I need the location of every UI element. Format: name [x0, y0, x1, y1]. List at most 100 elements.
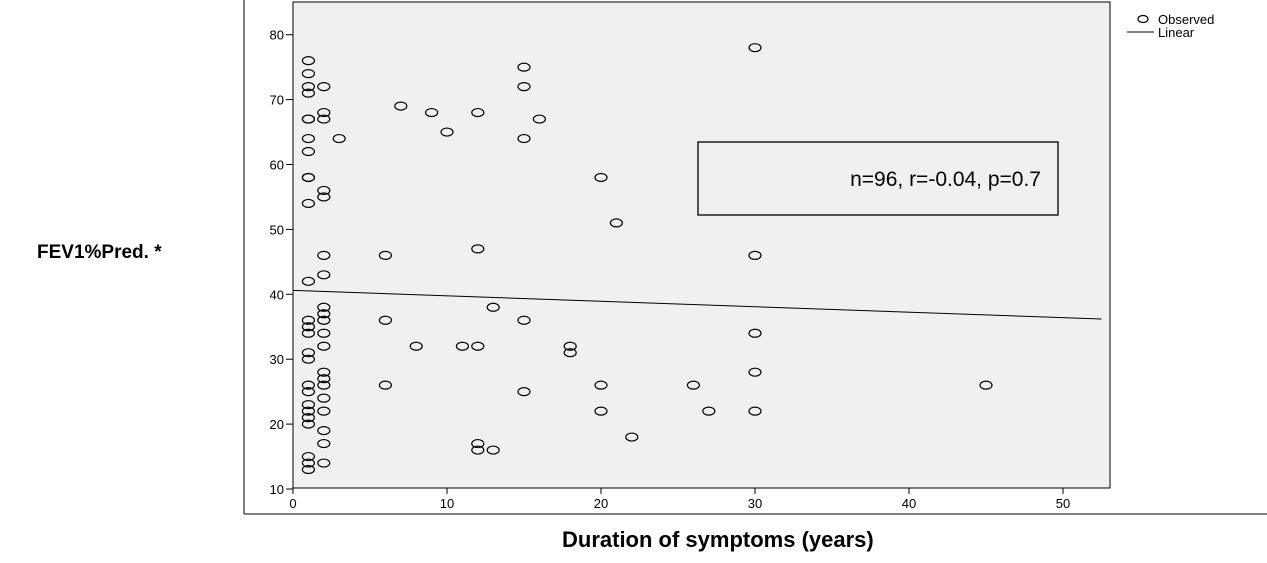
observed-point	[317, 82, 331, 92]
observed-point	[748, 250, 762, 260]
observed-point	[594, 380, 608, 390]
observed-point	[317, 114, 331, 124]
observed-point	[517, 387, 531, 397]
observed-point	[625, 432, 639, 442]
observed-point	[301, 133, 315, 144]
observed-point	[471, 107, 485, 118]
y-tick-label: 10	[270, 482, 284, 497]
observed-point	[317, 302, 331, 312]
observed-point	[301, 69, 315, 79]
observed-point	[301, 406, 315, 416]
observed-point	[517, 315, 531, 325]
observed-point	[471, 341, 485, 351]
observed-point	[594, 172, 608, 183]
y-tick-label: 70	[270, 93, 284, 108]
observed-point	[317, 406, 331, 416]
observed-point	[317, 374, 331, 384]
x-tick-label: 30	[748, 496, 762, 511]
observed-point	[301, 419, 315, 429]
observed-point	[979, 380, 993, 390]
observed-point	[748, 367, 762, 377]
observed-point	[301, 354, 315, 364]
observed-point	[471, 244, 485, 254]
observed-point	[563, 348, 577, 358]
observed-point	[317, 270, 331, 280]
observed-point	[332, 133, 346, 144]
observed-point	[301, 82, 315, 92]
observed-point	[517, 82, 531, 92]
x-tick-label: 10	[440, 496, 454, 511]
observed-point	[317, 341, 331, 351]
observed-point	[301, 380, 315, 390]
observed-point	[394, 101, 408, 111]
observed-point	[301, 56, 315, 66]
observed-point	[301, 464, 315, 475]
x-tick-label: 20	[594, 496, 608, 511]
observed-point	[517, 133, 531, 144]
y-tick-label: 80	[270, 28, 284, 43]
observed-point	[301, 458, 315, 468]
observed-point	[486, 445, 500, 455]
observed-point	[609, 218, 624, 228]
observed-point	[317, 185, 331, 196]
observed-point	[301, 348, 315, 358]
observed-point	[471, 438, 485, 449]
observed-point	[532, 114, 547, 124]
observed-point	[301, 451, 315, 462]
observed-point	[317, 315, 331, 325]
linear-fit-line	[292, 289, 1102, 320]
observed-point	[317, 107, 331, 118]
observed-point	[409, 341, 423, 351]
observed-point	[301, 413, 315, 423]
y-tick-label: 30	[270, 352, 284, 367]
legend-observed-marker	[1137, 14, 1149, 24]
x-axis-title: Duration of symptoms (years)	[562, 527, 874, 552]
observed-point	[378, 315, 392, 325]
x-tick-label: 0	[289, 496, 296, 511]
observed-point	[748, 43, 762, 53]
observed-point	[748, 328, 762, 338]
y-tick-label: 20	[270, 417, 284, 432]
observed-point	[301, 172, 315, 183]
observed-point	[317, 309, 331, 319]
y-tick-label: 60	[270, 158, 284, 173]
observed-point	[317, 438, 331, 449]
observed-point	[301, 88, 315, 98]
legend-observed-label: Observed	[1158, 12, 1214, 27]
observed-point	[471, 445, 485, 455]
observed-point	[455, 341, 469, 351]
observed-point	[317, 328, 331, 338]
observed-point	[317, 367, 331, 377]
observed-point	[301, 114, 315, 124]
observed-point	[686, 380, 701, 390]
observed-point	[517, 62, 531, 72]
observed-point	[301, 400, 315, 410]
observed-point	[301, 198, 315, 209]
observed-point	[301, 328, 315, 338]
observed-point	[563, 341, 577, 351]
observed-point	[317, 250, 331, 260]
x-tick-label: 50	[1056, 496, 1070, 511]
observed-point	[301, 315, 315, 325]
legend-linear-label: Linear	[1158, 25, 1195, 40]
observed-point	[317, 192, 331, 202]
observed-point	[301, 276, 315, 286]
observed-point	[748, 406, 762, 416]
observed-point	[378, 250, 392, 260]
observed-point	[301, 387, 315, 397]
y-tick-label: 40	[270, 287, 284, 302]
observed-point	[486, 302, 500, 312]
y-tick-label: 50	[270, 222, 284, 237]
observed-point	[301, 146, 315, 157]
observed-point	[317, 393, 331, 403]
observed-point	[378, 380, 392, 390]
plot-area	[292, 1, 1111, 489]
observed-point	[301, 322, 315, 332]
observed-point	[317, 380, 331, 390]
annotation-text: n=96, r=-0.04, p=0.7	[850, 168, 1041, 191]
y-axis-title: FEV1%Pred. *	[37, 242, 162, 263]
scatter-chart: 10 20 30 40 50 60 70 80 0 10 20 30 40 50 n=96, r=-0.04…	[243, 0, 1267, 515]
observed-point	[425, 107, 439, 118]
x-tick-label: 40	[902, 496, 916, 511]
observed-point	[317, 458, 331, 468]
